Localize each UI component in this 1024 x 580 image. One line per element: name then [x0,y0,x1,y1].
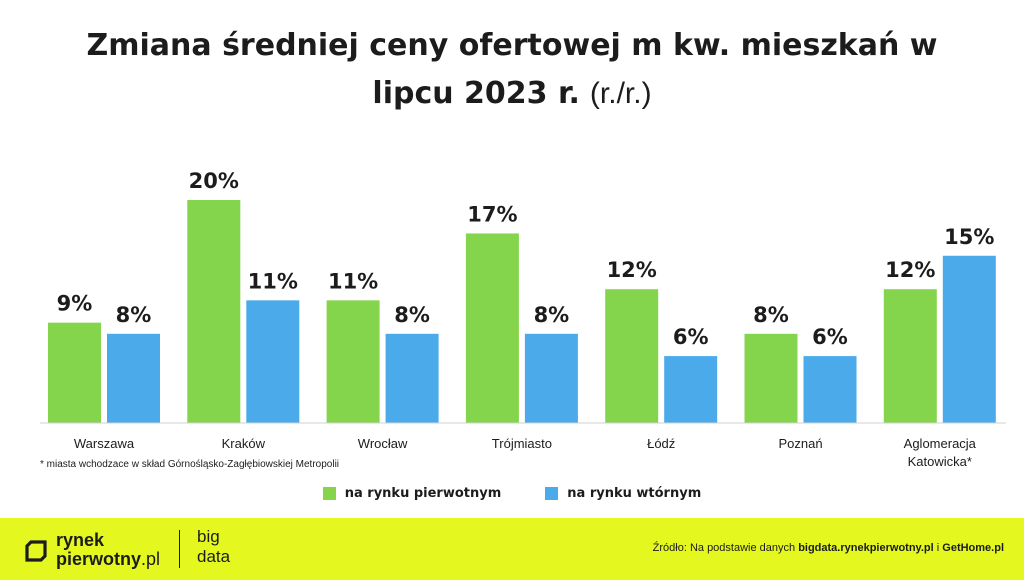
chart-title-line2: lipcu 2023 r. (r./r.) [0,70,1024,118]
labels-layer: 9% 8% Warszawa 20% 11% Kraków 11% 8% Wrocław 17% 8… [57,169,995,469]
brand-name-line1: rynek [56,530,105,550]
footer-divider [179,530,180,568]
bar-secondary-3 [524,333,578,423]
data-label-primary-0: 9% [57,292,93,316]
data-label-secondary-2: 8% [394,303,430,327]
data-label-secondary-6: 15% [944,225,994,249]
source-prefix: Źródło: Na podstawie danych [652,542,796,554]
source-separator: i [936,542,940,554]
category-label-3: Trójmiasto [492,436,552,451]
category-label-6-line2: Katowicka* [908,454,972,469]
brand-domain: .pl [141,549,161,569]
bar-secondary-4 [664,356,718,423]
bar-secondary-6 [942,255,996,423]
legend-swatch-primary [322,487,336,500]
chart-title-suffix: (r./r.) [589,77,652,110]
bar-primary-3 [465,233,519,423]
category-label-6: Aglomeracja [904,436,977,451]
data-label-secondary-0: 8% [116,303,152,327]
brand-name-line2: pierwotny.pl [56,549,160,569]
data-label-secondary-1: 11% [248,269,298,293]
legend-item-primary: na rynku pierwotnym [322,486,502,501]
source-link-gethome: GetHome.pl [942,542,1004,554]
bar-primary-4 [605,289,659,423]
bar-primary-5 [744,333,798,423]
chart-title-line2-text: lipcu 2023 r. [372,76,580,111]
data-label-primary-6: 12% [885,258,935,282]
footnote: * miasta wchodzace w skład Górnośląsko-Z… [40,459,340,470]
chart-title-line1: Zmiana średniej ceny ofertowej m kw. mie… [86,28,938,63]
footer-bar: rynek pierwotny.pl big data Źródło: Na p… [0,518,1024,580]
source-link-bigdata: bigdata.rynekpierwotny.pl [798,542,934,554]
data-label-primary-2: 11% [328,269,378,293]
legend-swatch-secondary [545,487,559,500]
bar-primary-1 [187,200,241,423]
bar-chart: 9% 8% Warszawa 20% 11% Kraków 11% 8% Wrocław 17% 8… [40,169,1006,469]
category-label-4: Łódź [647,436,675,451]
bar-secondary-0 [107,333,160,423]
source-note: Źródło: Na podstawie danych bigdata.ryne… [653,542,1004,554]
bar-primary-2 [326,300,380,423]
legend: na rynku pierwotnym na rynku wtórnym [0,486,1024,501]
legend-item-secondary: na rynku wtórnym [545,486,701,501]
bar-primary-0 [48,322,101,423]
data-label-primary-3: 17% [467,202,517,226]
category-label-1: Kraków [222,436,266,451]
data-label-primary-1: 20% [189,169,239,193]
bar-secondary-1 [246,300,300,423]
bars-layer [48,200,996,423]
bar-secondary-2 [385,333,439,423]
bar-primary-6 [883,289,937,423]
bigdata-logo-line1: big [197,527,220,546]
chart-title: Zmiana średniej ceny ofertowej m kw. mie… [0,22,1024,118]
data-label-primary-5: 8% [753,303,789,327]
category-label-5: Poznań [778,436,822,451]
brand-name-bold: pierwotny [56,549,142,569]
data-label-secondary-5: 6% [812,325,848,349]
category-label-0: Warszawa [74,436,135,451]
bigdata-logo-line2: data [197,547,231,566]
rynekpierwotny-logo-icon [25,540,47,562]
legend-label-primary: na rynku pierwotnym [344,486,502,501]
bar-secondary-5 [803,356,857,423]
category-label-2: Wrocław [358,436,408,451]
legend-label-secondary: na rynku wtórnym [567,486,702,501]
data-label-secondary-4: 6% [673,325,709,349]
data-label-secondary-3: 8% [534,303,570,327]
data-label-primary-4: 12% [607,258,657,282]
